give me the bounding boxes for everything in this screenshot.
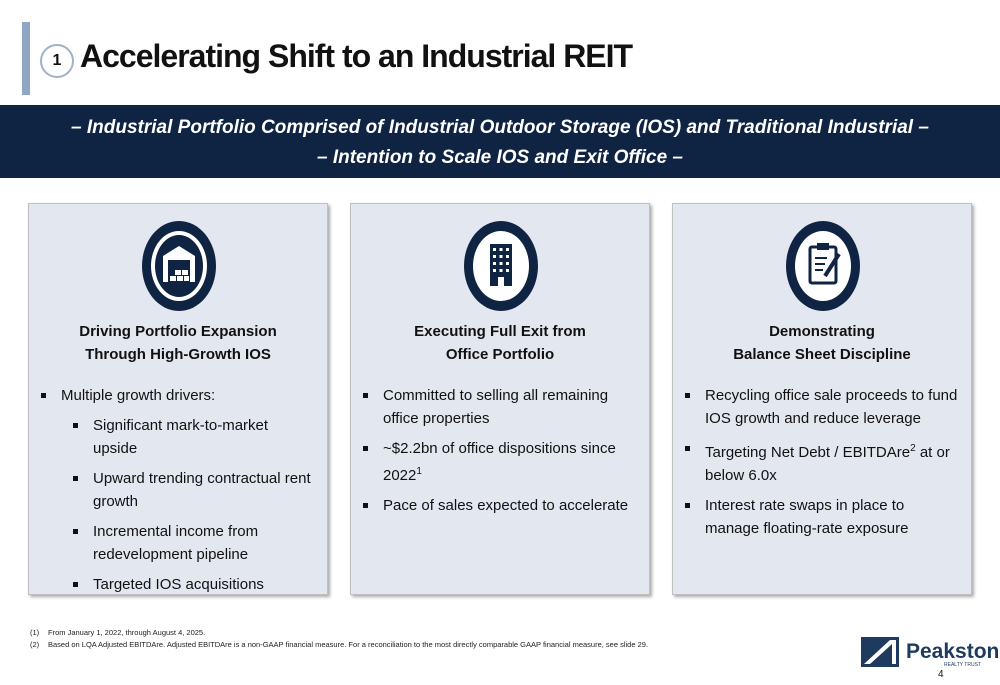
bullet-list: Committed to selling all remaining offic… (361, 384, 637, 524)
bullet-text: Multiple growth drivers: (61, 387, 216, 404)
bullet: Multiple growth drivers: Significant mark… (39, 384, 315, 596)
footnote: (1) From January 1, 2022, through August … (30, 628, 205, 637)
bullet-text: Significant mark-to-market upside (93, 417, 269, 457)
bullet-text: Pace of sales expected to accelerate (383, 497, 629, 514)
heading-line: Balance Sheet Discipline (733, 346, 911, 363)
banner-line: – Industrial Portfolio Comprised of Indu… (71, 117, 929, 138)
bullet-text: Targeting Net Debt / EBITDAre (705, 444, 911, 461)
bullet-list: Recycling office sale proceeds to fund I… (683, 384, 959, 547)
bullet-list: Multiple growth drivers: Significant mark… (39, 384, 315, 603)
bullet: Pace of sales expected to accelerate (361, 494, 637, 517)
section-number: 1 (40, 44, 74, 78)
card: Driving Portfolio Expansion Through High-… (28, 203, 328, 595)
footnote-marker: (2) (30, 640, 40, 649)
page-number: 4 (938, 669, 944, 680)
footnote-text: From January 1, 2022, through August 4, … (48, 628, 206, 637)
bullet-text: at or below 6.0x (705, 444, 950, 484)
card-heading: Driving Portfolio Expansion Through High-… (29, 320, 327, 366)
heading-line: Executing Full Exit from (414, 323, 586, 340)
card: Executing Full Exit from Office Portfolio… (350, 203, 650, 595)
bullet: Interest rate swaps in place to manage f… (683, 494, 959, 540)
bullet: ~$2.2bn of office dispositions since 202… (361, 437, 637, 487)
bullet: Committed to selling all remaining offic… (361, 384, 637, 430)
footnote: (2) Based on LQA Adjusted EBITDAre. Adjus… (30, 640, 648, 649)
clipboard-icon (786, 221, 860, 311)
sub-bullet: Upward trending contractual rent growth (71, 467, 315, 513)
card-heading: Demonstrating Balance Sheet Discipline (673, 320, 971, 366)
sub-bullet: Incremental income from redevelopment pi… (71, 520, 315, 566)
bullet: Targeting Net Debt / EBITDAre2 at or bel… (683, 437, 959, 487)
logo-name: Peakstone (906, 640, 1000, 663)
bullet-text: Interest rate swaps in place to manage f… (705, 497, 909, 537)
office-icon (464, 221, 538, 311)
bullet: Recycling office sale proceeds to fund I… (683, 384, 959, 430)
footnote-ref: 1 (416, 466, 422, 477)
footnote-text: Based on LQA Adjusted EBITDAre. Adjusted… (48, 640, 649, 649)
bullet-text: Targeted IOS acquisitions (93, 576, 264, 593)
bullet-text: Committed to selling all remaining offic… (383, 387, 609, 427)
bullet-text: Recycling office sale proceeds to fund I… (705, 387, 958, 427)
sub-bullet-list: Significant mark-to-market upside Upward … (61, 414, 315, 596)
sub-bullet: Targeted IOS acquisitions (71, 573, 315, 596)
sub-bullet: Significant mark-to-market upside (71, 414, 315, 460)
heading-line: Demonstrating (769, 323, 875, 340)
footnote-ref: 2 (910, 443, 916, 454)
footnote-marker: (1) (30, 628, 40, 637)
bullet-text: ~$2.2bn of office dispositions since 202… (383, 440, 616, 484)
accent-bar (22, 22, 30, 95)
slide-title: Accelerating Shift to an Industrial REIT (80, 38, 633, 74)
bullet-text: Upward trending contractual rent growth (93, 470, 311, 510)
bullet-text: Incremental income from redevelopment pi… (93, 523, 259, 563)
card: Demonstrating Balance Sheet Discipline Re… (672, 203, 972, 595)
card-heading: Executing Full Exit from Office Portfolio (351, 320, 649, 366)
warehouse-icon (142, 221, 216, 311)
logo-tagline: REALTY TRUST (944, 662, 981, 668)
banner-line: – Intention to Scale IOS and Exit Office… (316, 147, 683, 168)
heading-line: Office Portfolio (445, 346, 555, 363)
logo-mark (861, 637, 899, 667)
heading-line: Driving Portfolio Expansion (79, 323, 277, 340)
heading-line: Through High-Growth IOS (85, 346, 271, 363)
banner: – Industrial Portfolio Comprised of Indu… (0, 105, 1000, 178)
